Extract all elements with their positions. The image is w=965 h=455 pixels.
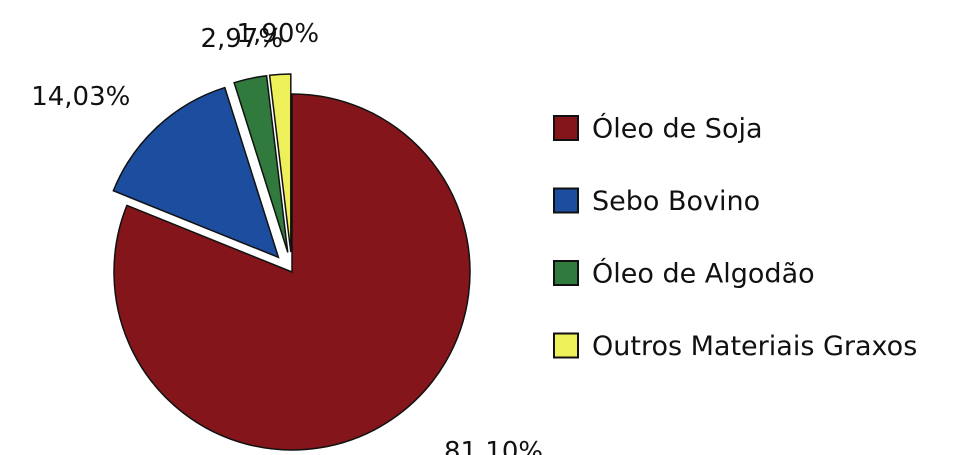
slice-label: 2,97% xyxy=(200,24,283,54)
legend-swatch xyxy=(553,260,579,286)
pie-slice xyxy=(268,73,292,253)
legend-swatch xyxy=(553,115,579,141)
legend-label: Óleo de Algodão xyxy=(592,258,815,290)
slice-label: 14,03% xyxy=(31,82,130,112)
legend-label: Óleo de Soja xyxy=(592,113,763,145)
legend-swatch xyxy=(553,187,579,214)
legend-label: Sebo Bovino xyxy=(592,186,760,217)
pie-slice xyxy=(113,93,471,451)
pie-slice xyxy=(233,74,289,253)
pie-slice xyxy=(112,86,280,259)
slice-label: 1,90% xyxy=(236,19,319,49)
legend-label: Outros Materiais Graxos xyxy=(592,331,917,362)
legend-swatch xyxy=(553,332,579,359)
slice-label: 81,10% xyxy=(444,437,543,455)
